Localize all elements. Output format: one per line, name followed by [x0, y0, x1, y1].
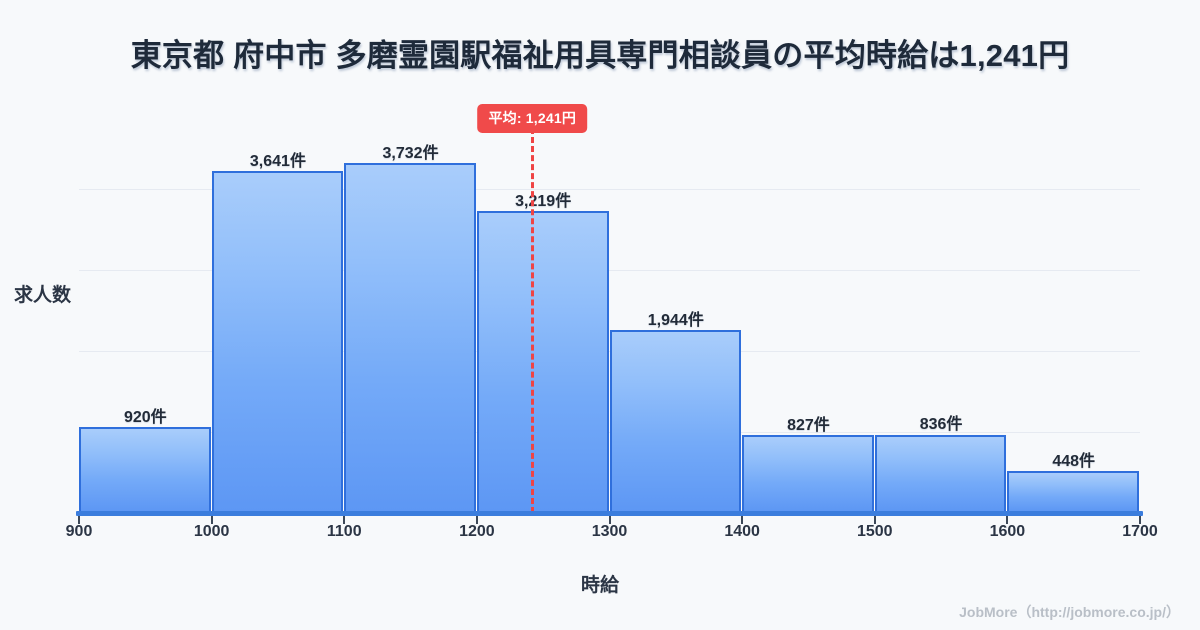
- bar-value-label: 1,944件: [647, 312, 704, 330]
- histogram-bar[interactable]: [211, 171, 344, 513]
- x-tick-label: 1600: [989, 523, 1026, 540]
- x-tick-mark: [741, 516, 744, 524]
- x-tick-mark: [608, 516, 611, 524]
- x-tick-mark: [1006, 516, 1009, 524]
- gridline: [79, 189, 1140, 190]
- bar-value-label: 3,732件: [382, 144, 439, 162]
- histogram-bar[interactable]: [344, 162, 476, 513]
- x-axis-line: [76, 511, 1143, 516]
- x-tick-mark: [1139, 516, 1141, 524]
- histogram-bar[interactable]: [874, 434, 1007, 513]
- histogram-bar[interactable]: [79, 426, 211, 513]
- gridline: [79, 270, 1140, 271]
- page-title: 東京都 府中市 多磨霊園駅福祉用具専門相談員の平均時給は1,241円: [130, 38, 1070, 73]
- bar-value-label: 920件: [123, 408, 167, 426]
- x-tick-mark: [475, 516, 478, 524]
- histogram-bar[interactable]: [476, 210, 609, 513]
- x-tick-mark: [78, 516, 80, 524]
- x-tick-label: 1100: [326, 523, 362, 540]
- x-axis-title: 時給: [580, 575, 619, 596]
- bar-value-label: 3,219件: [515, 192, 572, 210]
- footer-watermark: JobMore（http://jobmore.co.jp/）: [959, 604, 1180, 620]
- x-tick-label: 1200: [459, 523, 495, 540]
- x-tick-mark: [343, 516, 346, 524]
- bar-value-label: 448件: [1052, 452, 1096, 470]
- bar-value-label: 836件: [919, 416, 963, 434]
- x-tick-label: 1000: [193, 523, 230, 540]
- x-tick-mark: [210, 516, 213, 524]
- y-axis-title: 求人数: [14, 285, 72, 306]
- x-tick-label: 1300: [591, 523, 628, 540]
- x-tick-label: 1700: [1122, 523, 1158, 540]
- x-tick-label: 1400: [724, 523, 760, 540]
- plot-area: 920件 3,641件 3,732件 3,219件 1,944件 827件 836件 448件: [79, 128, 1140, 513]
- histogram-bar[interactable]: [609, 330, 742, 513]
- average-line: [531, 128, 535, 513]
- average-badge: 平均: 1,241円: [477, 104, 588, 133]
- x-tick-label: 1500: [856, 523, 893, 540]
- histogram-bar[interactable]: [742, 435, 874, 513]
- histogram-bar[interactable]: [1007, 470, 1139, 513]
- bar-value-label: 3,641件: [249, 153, 306, 171]
- x-tick-mark: [873, 516, 876, 524]
- x-tick-label: 900: [65, 523, 93, 540]
- bar-value-label: 827件: [787, 417, 830, 435]
